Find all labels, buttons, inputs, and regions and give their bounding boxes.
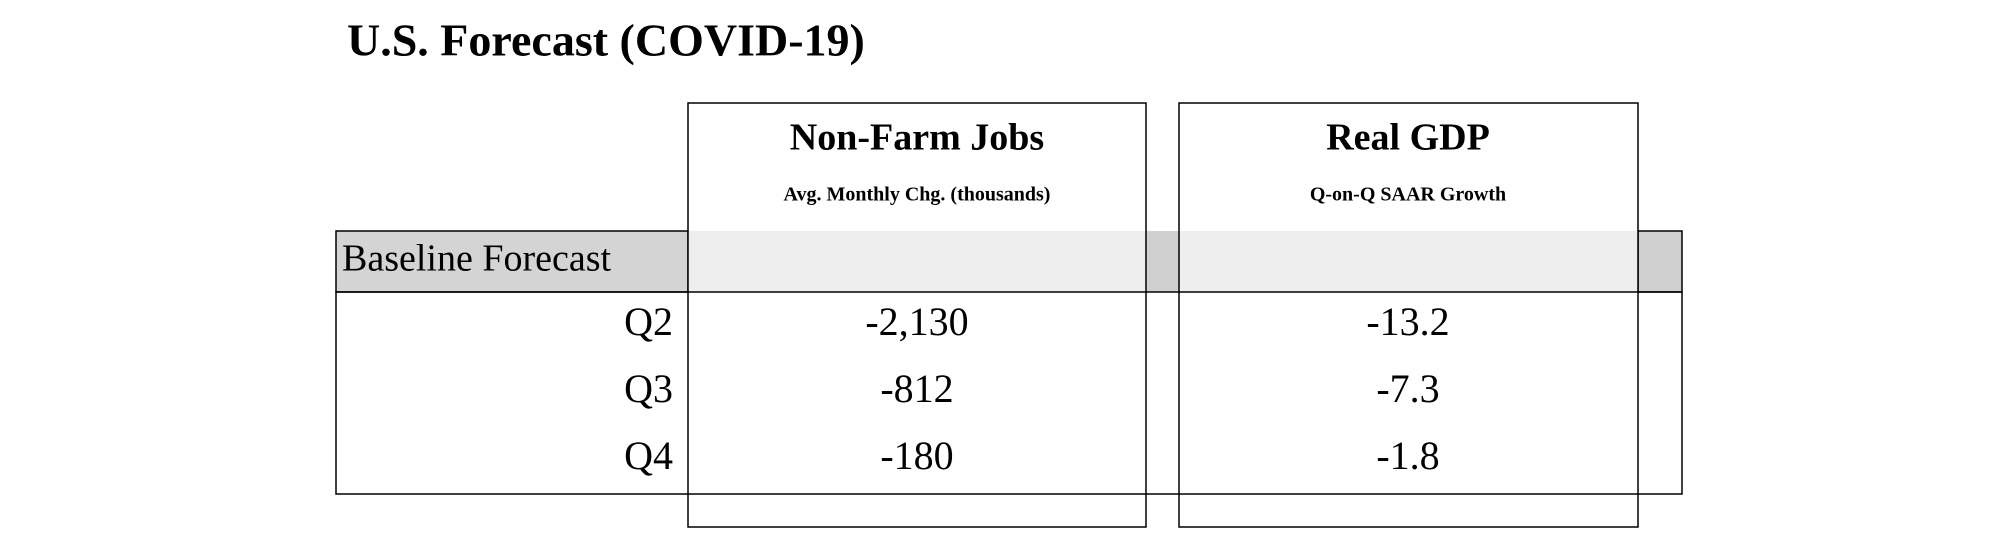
cell-value: -7.3: [1376, 366, 1439, 411]
row-label: Q2: [624, 299, 673, 344]
row-label: Q3: [624, 366, 673, 411]
section-label-cell: [335, 230, 689, 293]
table-frame: [335, 291, 1683, 495]
cell-value: -1.8: [1376, 433, 1439, 478]
column-subtitle: Q-on-Q SAAR Growth: [1310, 184, 1506, 206]
section-band: [1637, 230, 1683, 293]
page-title: U.S. Forecast (COVID-19): [347, 15, 865, 66]
column-title: Real GDP: [1326, 117, 1490, 159]
section-cell: [1179, 231, 1638, 292]
cell-value: -2,130: [865, 299, 968, 344]
column-title: Non-Farm Jobs: [790, 117, 1044, 159]
column-box: [687, 102, 1147, 528]
cell-value: -812: [880, 366, 953, 411]
table-body: Non-Farm Jobs Avg. Monthly Chg. (thousand…: [624, 117, 1506, 478]
column-box: [1178, 102, 1639, 528]
row-label: Q4: [624, 433, 673, 478]
cell-value: -13.2: [1366, 299, 1449, 344]
cell-value: -180: [880, 433, 953, 478]
section-cell: [688, 231, 1146, 292]
section-label: Baseline Forecast: [342, 238, 612, 280]
column-subtitle: Avg. Monthly Chg. (thousands): [784, 184, 1051, 206]
